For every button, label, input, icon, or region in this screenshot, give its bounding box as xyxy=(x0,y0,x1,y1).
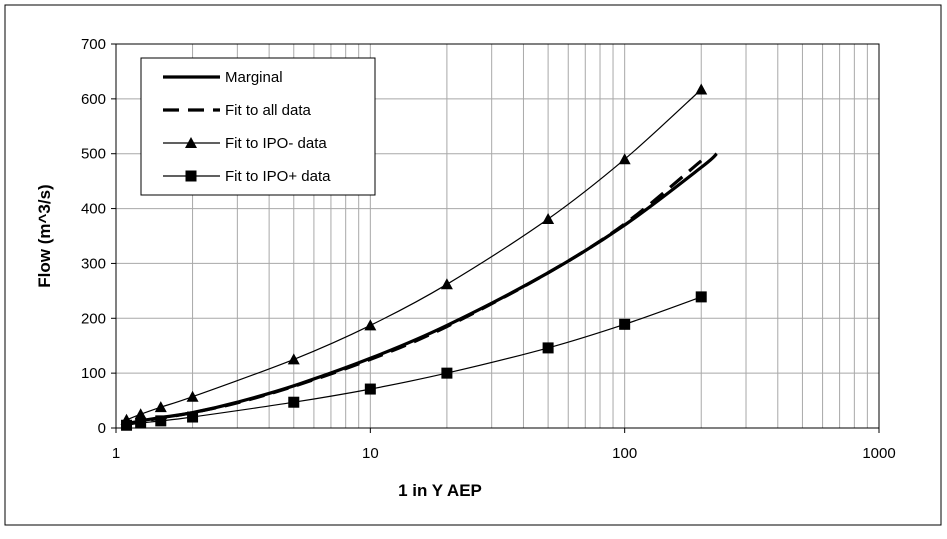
y-tick-label: 400 xyxy=(81,201,106,218)
data-point xyxy=(364,383,376,395)
y-tick-label: 200 xyxy=(81,310,106,327)
data-point xyxy=(135,417,147,429)
x-tick-label: 1 xyxy=(112,445,120,462)
x-tick-label: 10 xyxy=(362,445,379,462)
x-axis-title: 1 in Y AEP xyxy=(398,481,482,500)
data-point xyxy=(364,319,377,331)
x-tick-label: 1000 xyxy=(862,445,895,462)
y-axis-title: Flow (m^3/s) xyxy=(35,184,54,287)
y-tick-label: 0 xyxy=(98,420,106,437)
data-point xyxy=(186,390,199,402)
legend-label: Marginal xyxy=(225,69,283,86)
data-point xyxy=(121,419,133,431)
data-point xyxy=(441,367,453,379)
legend-marker xyxy=(185,170,197,182)
y-tick-label: 300 xyxy=(81,255,106,272)
data-point xyxy=(187,411,199,423)
data-point xyxy=(154,401,167,413)
data-point xyxy=(695,83,708,95)
data-point xyxy=(440,278,453,290)
data-point xyxy=(155,415,167,427)
y-tick-label: 100 xyxy=(81,365,106,382)
legend: Marginal Fit to all data Fit to IPO- data F… xyxy=(140,57,376,196)
axis-ticks: 0 100 200 300 400 500 600 700 1 10 100 1000 xyxy=(81,36,896,462)
data-point xyxy=(619,318,631,330)
data-point xyxy=(695,291,707,303)
data-point xyxy=(542,212,555,224)
legend-marker xyxy=(185,137,197,148)
series-layer xyxy=(120,83,718,431)
plot-area xyxy=(115,43,880,429)
data-point xyxy=(134,408,147,420)
data-point xyxy=(288,396,300,408)
legend-label: Fit to all data xyxy=(225,102,312,119)
legend-box xyxy=(140,57,376,196)
x-tick-label: 100 xyxy=(612,445,637,462)
legend-label: Fit to IPO+ data xyxy=(225,168,331,185)
series-line-fit-to-ipo-data xyxy=(126,296,702,426)
data-point xyxy=(287,353,300,365)
y-tick-label: 600 xyxy=(81,91,106,108)
series-line-fit-to-ipo-data xyxy=(126,89,702,421)
y-tick-label: 500 xyxy=(81,146,106,163)
data-point xyxy=(618,153,631,165)
y-tick-label: 700 xyxy=(81,36,106,53)
legend-label: Fit to IPO- data xyxy=(225,135,327,152)
data-point xyxy=(542,342,554,354)
